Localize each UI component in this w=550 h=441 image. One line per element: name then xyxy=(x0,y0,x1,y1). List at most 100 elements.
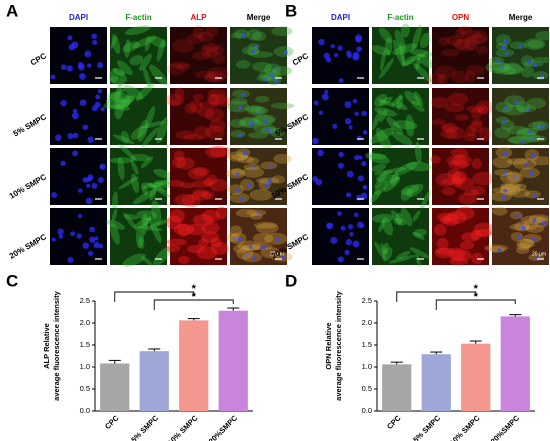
stain xyxy=(209,178,228,192)
actin xyxy=(394,161,418,176)
micrograph xyxy=(226,148,292,205)
merge-nucleus xyxy=(541,221,546,226)
actin xyxy=(392,39,405,66)
actin xyxy=(391,131,413,146)
stain xyxy=(187,167,208,180)
merge-cell xyxy=(534,216,549,228)
merge-cell xyxy=(493,169,513,176)
merge-cell xyxy=(239,178,255,191)
nucleus xyxy=(349,232,354,237)
nucleus xyxy=(66,65,73,72)
nucleus xyxy=(313,100,319,106)
merge-cell xyxy=(238,118,262,129)
stain xyxy=(452,38,471,50)
stain xyxy=(430,97,449,109)
micrograph xyxy=(492,88,549,145)
scale-label: 20 μm xyxy=(270,251,284,257)
actin xyxy=(107,92,135,103)
actin xyxy=(147,182,172,198)
merge-nucleus xyxy=(501,45,506,50)
merge-cell xyxy=(495,116,509,124)
stain xyxy=(197,31,214,43)
y-tick-label: 0.0 xyxy=(362,406,372,415)
actin xyxy=(378,96,393,107)
merge-cell xyxy=(531,56,550,64)
column-header: Merge xyxy=(509,13,533,22)
actin xyxy=(110,36,117,49)
image-bg xyxy=(372,27,429,84)
stain xyxy=(204,26,219,37)
actin xyxy=(141,182,164,189)
y-tick-label: 2.5 xyxy=(362,296,372,305)
merge-nucleus xyxy=(532,193,537,198)
image-bg xyxy=(170,27,227,84)
actin xyxy=(404,90,421,106)
merge-cell xyxy=(490,191,512,202)
stain xyxy=(434,65,457,79)
stain xyxy=(436,237,449,250)
merge-cell xyxy=(503,62,522,75)
stain xyxy=(201,45,213,58)
stain xyxy=(475,45,489,55)
merge-cell xyxy=(520,55,534,67)
merge-cell xyxy=(231,153,249,161)
actin xyxy=(375,174,400,183)
merge-nucleus xyxy=(251,256,256,261)
merge-nucleus xyxy=(264,127,269,132)
stain xyxy=(445,126,466,140)
merge-cell xyxy=(227,100,250,113)
merge-nucleus xyxy=(516,214,521,219)
actin xyxy=(109,68,120,84)
actin xyxy=(374,93,388,107)
merge-nucleus xyxy=(540,124,545,129)
nucleus xyxy=(333,53,339,58)
stain xyxy=(471,30,488,44)
image-bg xyxy=(170,88,227,145)
merge-cell xyxy=(516,238,535,248)
nucleus xyxy=(78,63,85,71)
bar xyxy=(139,351,169,411)
nucleus xyxy=(82,124,89,131)
image-bg xyxy=(492,88,549,145)
nucleus xyxy=(89,226,95,233)
actin xyxy=(145,106,156,128)
actin xyxy=(413,91,424,107)
merge-cell xyxy=(231,168,245,176)
row-header: 20% SMPC xyxy=(8,232,49,261)
row-header: 10% SMPC xyxy=(8,172,49,201)
stain xyxy=(442,214,459,227)
actin xyxy=(136,210,158,220)
actin xyxy=(130,173,140,194)
actin xyxy=(371,109,382,130)
merge-cell xyxy=(519,167,540,179)
actin xyxy=(379,109,388,122)
actin xyxy=(130,126,147,140)
merge-cell xyxy=(254,95,270,103)
merge-nucleus xyxy=(264,183,269,188)
actin xyxy=(392,43,418,55)
nucleus xyxy=(352,54,360,61)
actin xyxy=(378,219,386,233)
row-header: CPC xyxy=(29,51,48,67)
actin xyxy=(382,247,393,262)
actin xyxy=(143,216,152,227)
actin xyxy=(117,157,125,181)
merge-cell xyxy=(270,102,295,109)
merge-nucleus xyxy=(267,179,272,184)
stain xyxy=(436,72,448,86)
merge-cell xyxy=(492,156,513,169)
nucleus xyxy=(79,73,86,80)
merge-nucleus xyxy=(532,237,537,242)
actin xyxy=(415,253,421,267)
x-tick-label: CPC xyxy=(103,413,121,431)
stain xyxy=(446,155,468,166)
nucleus xyxy=(67,256,74,263)
column-header: F-actin xyxy=(125,13,151,22)
significance-star: * xyxy=(474,291,479,303)
stain xyxy=(441,186,456,196)
y-axis-label: OPN Relative xyxy=(324,322,333,369)
stain xyxy=(205,125,225,140)
merge-cell xyxy=(229,232,247,245)
merge-nucleus xyxy=(520,139,525,144)
